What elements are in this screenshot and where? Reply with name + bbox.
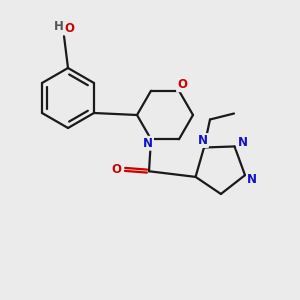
Text: N: N: [247, 173, 257, 186]
Text: O: O: [64, 22, 74, 34]
Text: N: N: [238, 136, 248, 149]
Text: H: H: [54, 20, 64, 32]
Text: O: O: [177, 78, 187, 91]
Text: N: N: [198, 134, 208, 147]
Text: N: N: [143, 137, 153, 150]
Text: O: O: [111, 163, 121, 176]
